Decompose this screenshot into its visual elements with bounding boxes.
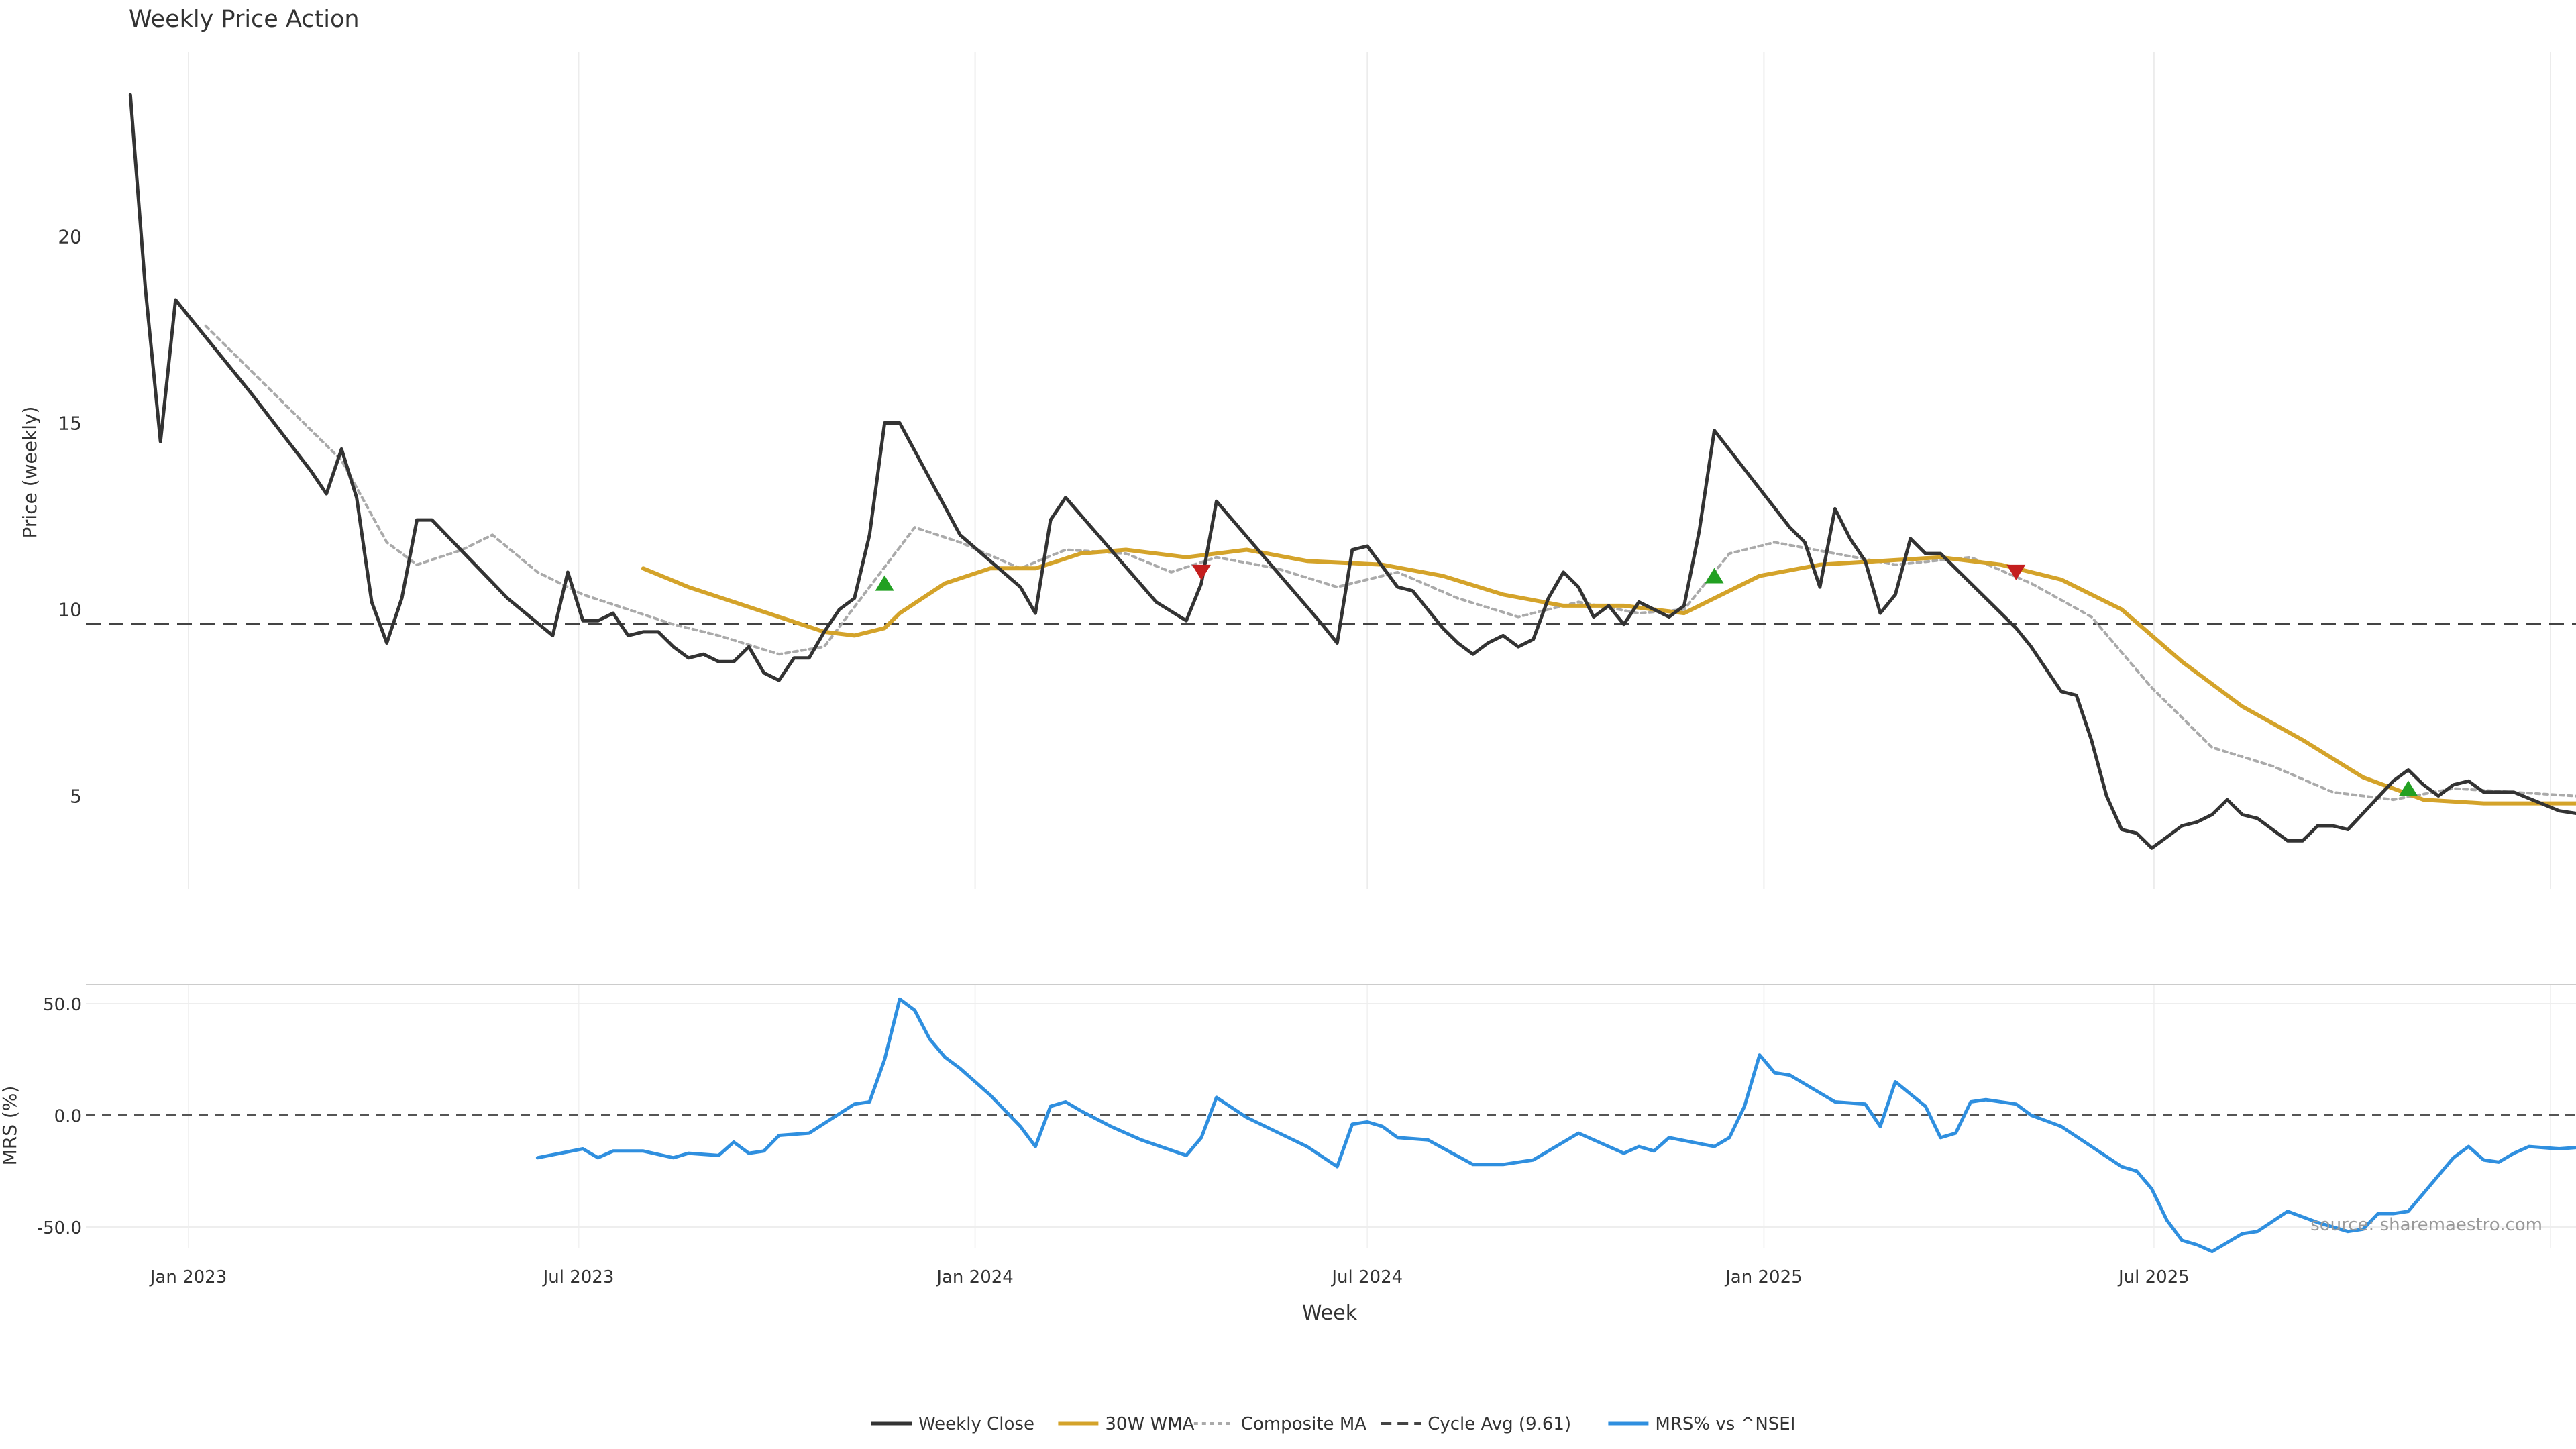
sell-marker-1: [1191, 564, 1211, 580]
price-y-tick-label: 20: [58, 226, 82, 248]
mrs-grid: [86, 984, 2576, 1248]
price-grid: [188, 52, 2551, 889]
x-tick-label: Jul 2025: [2117, 1267, 2190, 1287]
series-weekly-close: [128, 93, 2576, 850]
price-series: [86, 93, 2576, 850]
x-axis: Jan 2023 Jul 2023 Jan 2024 Jul 2024 Jan 2025…: [149, 1267, 2190, 1287]
mrs-y-axis: 50.0 0.0 -50.0: [37, 995, 82, 1238]
x-tick-label: Jul 2023: [542, 1267, 614, 1287]
signal-markers: [875, 564, 2418, 796]
x-axis-label: Week: [1302, 1301, 1358, 1325]
buy-marker-4: [2398, 780, 2418, 796]
x-tick-label: Jan 2023: [149, 1267, 227, 1287]
price-y-tick-label: 5: [70, 786, 82, 808]
x-tick-label: Jan 2025: [1724, 1267, 1803, 1287]
legend-label-composite-ma: Composite MA: [1241, 1414, 1366, 1434]
legend-label-weekly-close: Weekly Close: [918, 1414, 1034, 1434]
legend: Weekly Close 30W WMA Composite MA Cycle Avg…: [871, 1414, 1795, 1434]
mrs-y-axis-label: MRS (%): [0, 1086, 21, 1166]
legend-label-cycle-avg-9-61: Cycle Avg (9.61): [1428, 1414, 1571, 1434]
x-tick-label: Jan 2024: [935, 1267, 1014, 1287]
series-mrs-vs-nsei: [535, 997, 2576, 1254]
buy-marker-0: [875, 575, 894, 591]
price-y-axis-label: Price (weekly): [19, 407, 41, 539]
mrs-y-tick-label: 0.0: [54, 1107, 82, 1127]
price-y-axis: 5 10 15 20: [58, 226, 82, 808]
mrs-y-tick-label: -50.0: [37, 1218, 82, 1238]
sell-marker-3: [2006, 564, 2026, 580]
price-y-tick-label: 15: [58, 413, 82, 435]
price-y-tick-label: 10: [58, 599, 82, 621]
mrs-series: [535, 997, 2576, 1254]
x-tick-label: Jul 2024: [1330, 1267, 1403, 1287]
series-30w-wma: [641, 547, 2576, 806]
buy-marker-2: [1705, 568, 1724, 584]
chart-title: Weekly Price Action: [129, 6, 360, 33]
legend-label-mrs-vs-nsei: MRS% vs ^NSEI: [1655, 1414, 1795, 1434]
legend-label-30w-wma: 30W WMA: [1105, 1414, 1194, 1434]
source-note: source: sharemaestro.com: [2310, 1215, 2542, 1235]
series-composite-ma: [204, 324, 2576, 802]
mrs-y-tick-label: 50.0: [43, 995, 82, 1015]
